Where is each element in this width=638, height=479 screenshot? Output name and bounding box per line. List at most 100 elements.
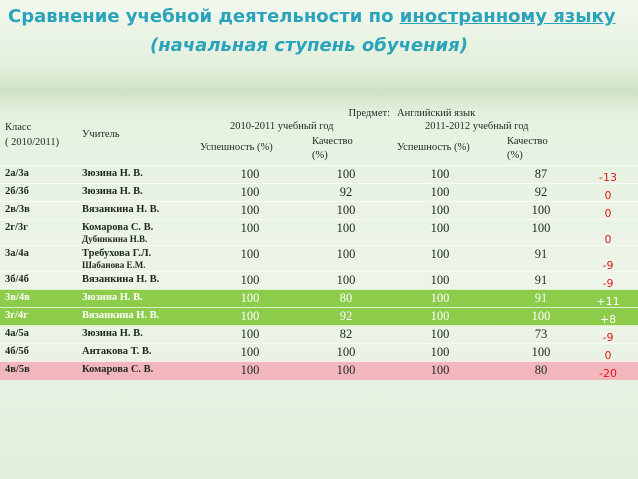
diff-cell: -20 [599,367,617,380]
teacher-cell: Вязанкина Н. В. [82,204,160,215]
success-cell: 100 [430,203,450,217]
diff-cell: -9 [602,277,614,290]
class-cell: 2в/3в [5,204,30,215]
success-cell: 100 [430,291,450,305]
diff-cell: +8 [599,313,617,326]
quality-unit: (%) [312,150,328,161]
success-cell: 100 [240,327,260,341]
table-row: 3а/4а Требухова Г.Л. Шабанова Е.М. 100 100 10… [0,245,638,272]
quality-cell: 87 [534,167,548,181]
teacher-cell: Зюзина Н. В. [82,328,143,339]
class-cell: 3г/4г [5,310,28,321]
success-cell: 100 [240,291,260,305]
year-header: 2011-2012 учебный год [425,121,529,132]
quality-unit: (%) [507,150,523,161]
table-row: 4в/5в Комарова С. В. 100 100 100 80 -20 [0,361,638,380]
diff-cell: 0 [604,349,612,362]
quality-cell: 82 [339,327,353,341]
diff-cell: -13 [599,171,617,184]
quality-cell: 100 [336,247,356,261]
teacher-cell: Дубинкина Н.В. [82,234,148,244]
quality-cell: 92 [534,185,548,199]
table-row: 3б/4б Вязанкина Н. В. 100 100 100 91 -9 [0,271,638,290]
year-header: 2010-2011 учебный год [230,121,334,132]
success-cell: 100 [430,221,450,235]
class-header: Класс [5,122,32,133]
teacher-cell: Комарова С. В. [82,222,154,233]
diff-cell: -9 [602,259,614,272]
class-cell: 3а/4а [5,248,29,259]
subject-label: Предмет: [348,108,390,119]
table-row: 2г/3г Комарова С. В. Дубинкина Н.В. 100 100 1… [0,219,638,246]
success-cell: 100 [240,345,260,359]
success-cell: 100 [240,247,260,261]
title-line-1: Сравнение учебной деятельности по иностр… [8,6,615,27]
class-cell: 3в/4в [5,292,30,303]
quality-cell: 91 [534,291,548,305]
success-cell: 100 [240,221,260,235]
success-cell: 100 [240,273,260,287]
quality-cell: 100 [336,221,356,235]
diff-cell: +11 [596,295,620,308]
class-cell: 2а/3а [5,168,29,179]
teacher-cell: Требухова Г.Л. [82,248,152,259]
success-cell: 100 [430,167,450,181]
teacher-cell: Комарова С. В. [82,364,154,375]
quality-cell: 91 [534,247,548,261]
success-cell: 100 [240,309,260,323]
subtitle: (начальная ступень обучения) [150,35,468,56]
success-cell: 100 [240,185,260,199]
quality-cell: 100 [336,345,356,359]
quality-cell: 92 [339,185,353,199]
success-cell: 100 [430,363,450,377]
teacher-cell: Вязанкина Н. В. [82,310,160,321]
success-cell: 100 [240,203,260,217]
subject: Английский язык [397,108,476,119]
class-cell: 4в/5в [5,364,30,375]
table-row: 3г/4г Вязанкина Н. В. 100 92 100 100 +8 [0,307,638,326]
quality-cell: 80 [339,291,353,305]
quality-cell: 100 [336,167,356,181]
teacher-cell: Зюзина Н. В. [82,168,143,179]
quality-cell: 91 [534,273,548,287]
quality-cell: 100 [336,203,356,217]
table-row: 4а/5а Зюзина Н. В. 100 82 100 73 -9 [0,325,638,344]
success-cell: 100 [240,363,260,377]
class-cell: 4б/5б [5,346,29,357]
teacher-cell: Шабанова Е.М. [82,260,146,270]
quality-header: Качество [507,136,548,147]
success-cell: 100 [430,345,450,359]
class-cell: 4а/5а [5,328,29,339]
quality-cell: 100 [531,203,551,217]
table-row: 4б/5б Антакова Т. В. 100 100 100 100 0 [0,343,638,362]
success-cell: 100 [430,185,450,199]
quality-cell: 100 [531,345,551,359]
success-cell: 100 [430,247,450,261]
title-text: Сравнение учебной деятельности по [8,6,394,27]
quality-cell: 100 [531,221,551,235]
teacher-cell: Антакова Т. В. [82,346,152,357]
class-cell: 3б/4б [5,274,29,285]
quality-cell: 73 [534,327,548,341]
title-subject: иностранному языку [399,6,616,27]
quality-cell: 100 [531,309,551,323]
teacher-cell: Зюзина Н. В. [82,292,143,303]
table-row: 2в/3в Вязанкина Н. В. 100 100 100 100 0 [0,201,638,220]
class-year-header: ( 2010/2011) [5,137,60,148]
teacher-cell: Вязанкина Н. В. [82,274,160,285]
success-header: Успешность (%) [200,142,273,153]
quality-cell: 80 [534,363,548,377]
success-cell: 100 [430,327,450,341]
success-cell: 100 [240,167,260,181]
diff-cell: 0 [604,233,612,246]
class-cell: 2б/3б [5,186,29,197]
teacher-header: Учитель [82,129,120,140]
table-row: 2б/3б Зюзина Н. В. 100 92 100 92 0 [0,183,638,202]
table-row: 2а/3а Зюзина Н. В. 100 100 100 87 -13 [0,165,638,184]
success-cell: 100 [430,273,450,287]
diff-cell: -9 [602,331,614,344]
diff-cell: 0 [604,207,612,220]
success-header: Успешность (%) [397,142,470,153]
success-cell: 100 [430,309,450,323]
